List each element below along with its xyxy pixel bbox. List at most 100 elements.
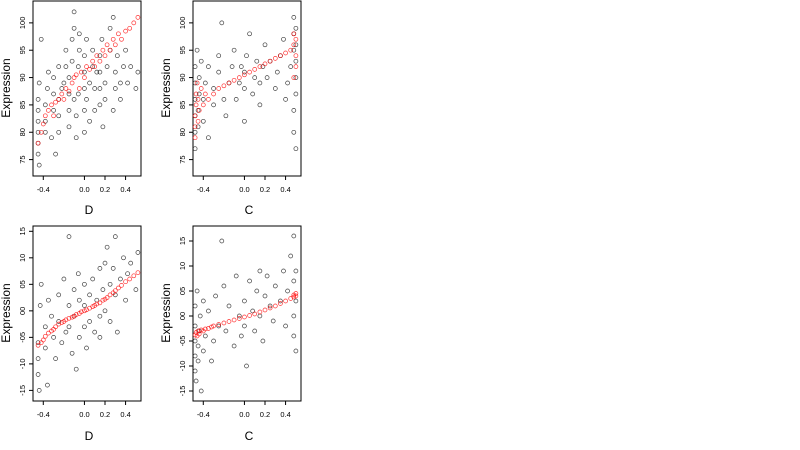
panel-3-observed-point: [35, 340, 41, 346]
panel-4-xtick-label: 0.2: [260, 410, 270, 419]
panel-4-observed-point: [219, 238, 225, 244]
panel-2-observed-point: [192, 97, 198, 102]
panel-3-ytick-label: 10: [18, 254, 27, 262]
panel-4-observed-point: [195, 343, 201, 349]
panel-4-observed-point: [293, 348, 299, 354]
panel-4-observed-point: [209, 358, 214, 364]
panel-2-observed-point: [288, 64, 294, 69]
panel-1-observed-point: [75, 64, 81, 69]
panel-1-observed-point: [76, 31, 82, 37]
panel-1-fitted-point: [63, 86, 69, 91]
panel-4: C Expression -0.4 0.0 0.2 0.4 -15 -10 -05 00 05 1…: [159, 225, 302, 443]
panel-4-observed-point: [260, 338, 266, 344]
panel-1-fitted-point: [51, 113, 56, 119]
panel-4-fitted-point: [216, 322, 222, 327]
panel-4-fitted-point: [242, 314, 247, 320]
panel-1-observed-point: [110, 15, 116, 20]
panel-1-observed-point: [102, 97, 108, 102]
panel-4-observed-point: [236, 313, 242, 319]
panel-4-observed-point: [247, 278, 252, 284]
panel-1-fitted-point: [49, 102, 54, 108]
panel-4-xtick-label: 0.0: [239, 410, 249, 419]
panel-3-xtick-label: -0.4: [37, 410, 50, 419]
panel-3-observed-point: [76, 335, 82, 340]
panel-1-observed-point: [35, 108, 41, 113]
panel-1-fitted-point: [110, 36, 116, 42]
panel-4-xtick-label: -0.4: [197, 410, 210, 419]
panel-1-observed-point: [84, 97, 89, 102]
panel-2-fitted-point: [221, 83, 227, 89]
panel-1-fitted-point: [127, 25, 133, 31]
panel-2-fitted-point: [236, 75, 242, 80]
panel-3-observed-point: [53, 356, 58, 361]
panel-3-fitted-point: [97, 300, 103, 306]
panel-4-observed-point: [291, 313, 297, 319]
panel-4-fitted-point: [272, 303, 278, 309]
panel-4-fitted-point: [257, 309, 263, 315]
panel-4-ytick-label: 15: [178, 237, 187, 245]
panel-1-fitted-point: [87, 67, 92, 72]
panel-1-observed-point: [35, 129, 41, 135]
panel-1-observed-point: [94, 69, 100, 75]
panel-2-observed-point: [244, 53, 249, 59]
panel-1-observed-point: [69, 58, 75, 64]
panel-1-ytick-label: 90: [18, 73, 27, 81]
panel-1-frame: [32, 0, 142, 177]
panel-2-fitted-point: [293, 64, 299, 69]
panel-1-fitted-point: [66, 88, 72, 94]
panel-4-observed-point: [192, 368, 198, 374]
panel-2-fitted-point: [216, 86, 222, 91]
panel-4-fitted-point: [293, 293, 299, 299]
panel-2-xtick-label: -0.4: [197, 185, 210, 194]
panel-3-fitted-point: [104, 295, 110, 300]
panel-1-observed-point: [82, 86, 87, 91]
panel-2-ytick-label: 75: [178, 155, 187, 163]
panel-2-fitted-point: [293, 53, 299, 59]
panel-1-observed-point: [112, 86, 118, 91]
panel-2-observed-point: [192, 80, 198, 86]
panel-4-ytick-label: 10: [178, 262, 187, 270]
panel-1-observed-point: [38, 36, 44, 42]
panel-1-fitted-point: [131, 20, 137, 26]
panel-3-fitted-point: [73, 312, 79, 317]
panel-4-fitted-point: [211, 323, 216, 329]
panel-3-observed-point: [42, 324, 48, 330]
panel-4-observed-point: [221, 283, 227, 289]
panel-4-fitted-point: [236, 316, 242, 321]
panel-2-observed-point: [238, 64, 244, 69]
panel-4-fitted-point: [278, 301, 283, 306]
panel-3-frame: [32, 225, 142, 402]
panel-1-fitted-point: [53, 99, 58, 105]
panel-1-observed-point: [71, 25, 77, 31]
panel-1-observed-point: [123, 47, 128, 53]
panel-4-observed-point: [226, 303, 232, 309]
panel-4-observed-point: [211, 338, 216, 344]
panel-2-fitted-point: [231, 77, 237, 83]
panel-4-observed-point: [291, 333, 297, 339]
panel-4-ytick-label: -15: [178, 386, 187, 397]
panel-2-observed-point: [293, 146, 299, 152]
panel-4-observed-point: [192, 303, 198, 309]
panel-1-observed-point: [66, 75, 72, 80]
panel-2-ytick-label: 80: [178, 128, 187, 136]
panel-4-observed-point: [283, 323, 288, 329]
panel-3-observed-point: [107, 319, 113, 324]
panel-3-observed-point: [36, 388, 42, 393]
panel-1-observed-point: [75, 91, 81, 97]
panel-4-fitted-point: [196, 331, 202, 337]
panel-1-observed-point: [71, 9, 77, 15]
panel-2-observed-point: [291, 15, 297, 20]
panel-1-observed-point: [63, 47, 69, 53]
panel-2-fitted-point: [198, 86, 204, 91]
panel-2-observed-point: [211, 86, 216, 91]
panel-2-observed-point: [200, 118, 206, 124]
panel-2-observed-point: [216, 53, 222, 59]
panel-1-observed-point: [128, 64, 134, 69]
panel-1-observed-point: [35, 151, 41, 157]
panel-2-observed-point: [291, 47, 297, 53]
panel-4-observed-point: [238, 333, 244, 339]
panel-3-observed-point: [59, 340, 65, 346]
panel-4-observed-point: [202, 333, 208, 339]
panel-3-observed-point: [125, 271, 130, 277]
panel-1-fitted-point: [92, 64, 98, 69]
